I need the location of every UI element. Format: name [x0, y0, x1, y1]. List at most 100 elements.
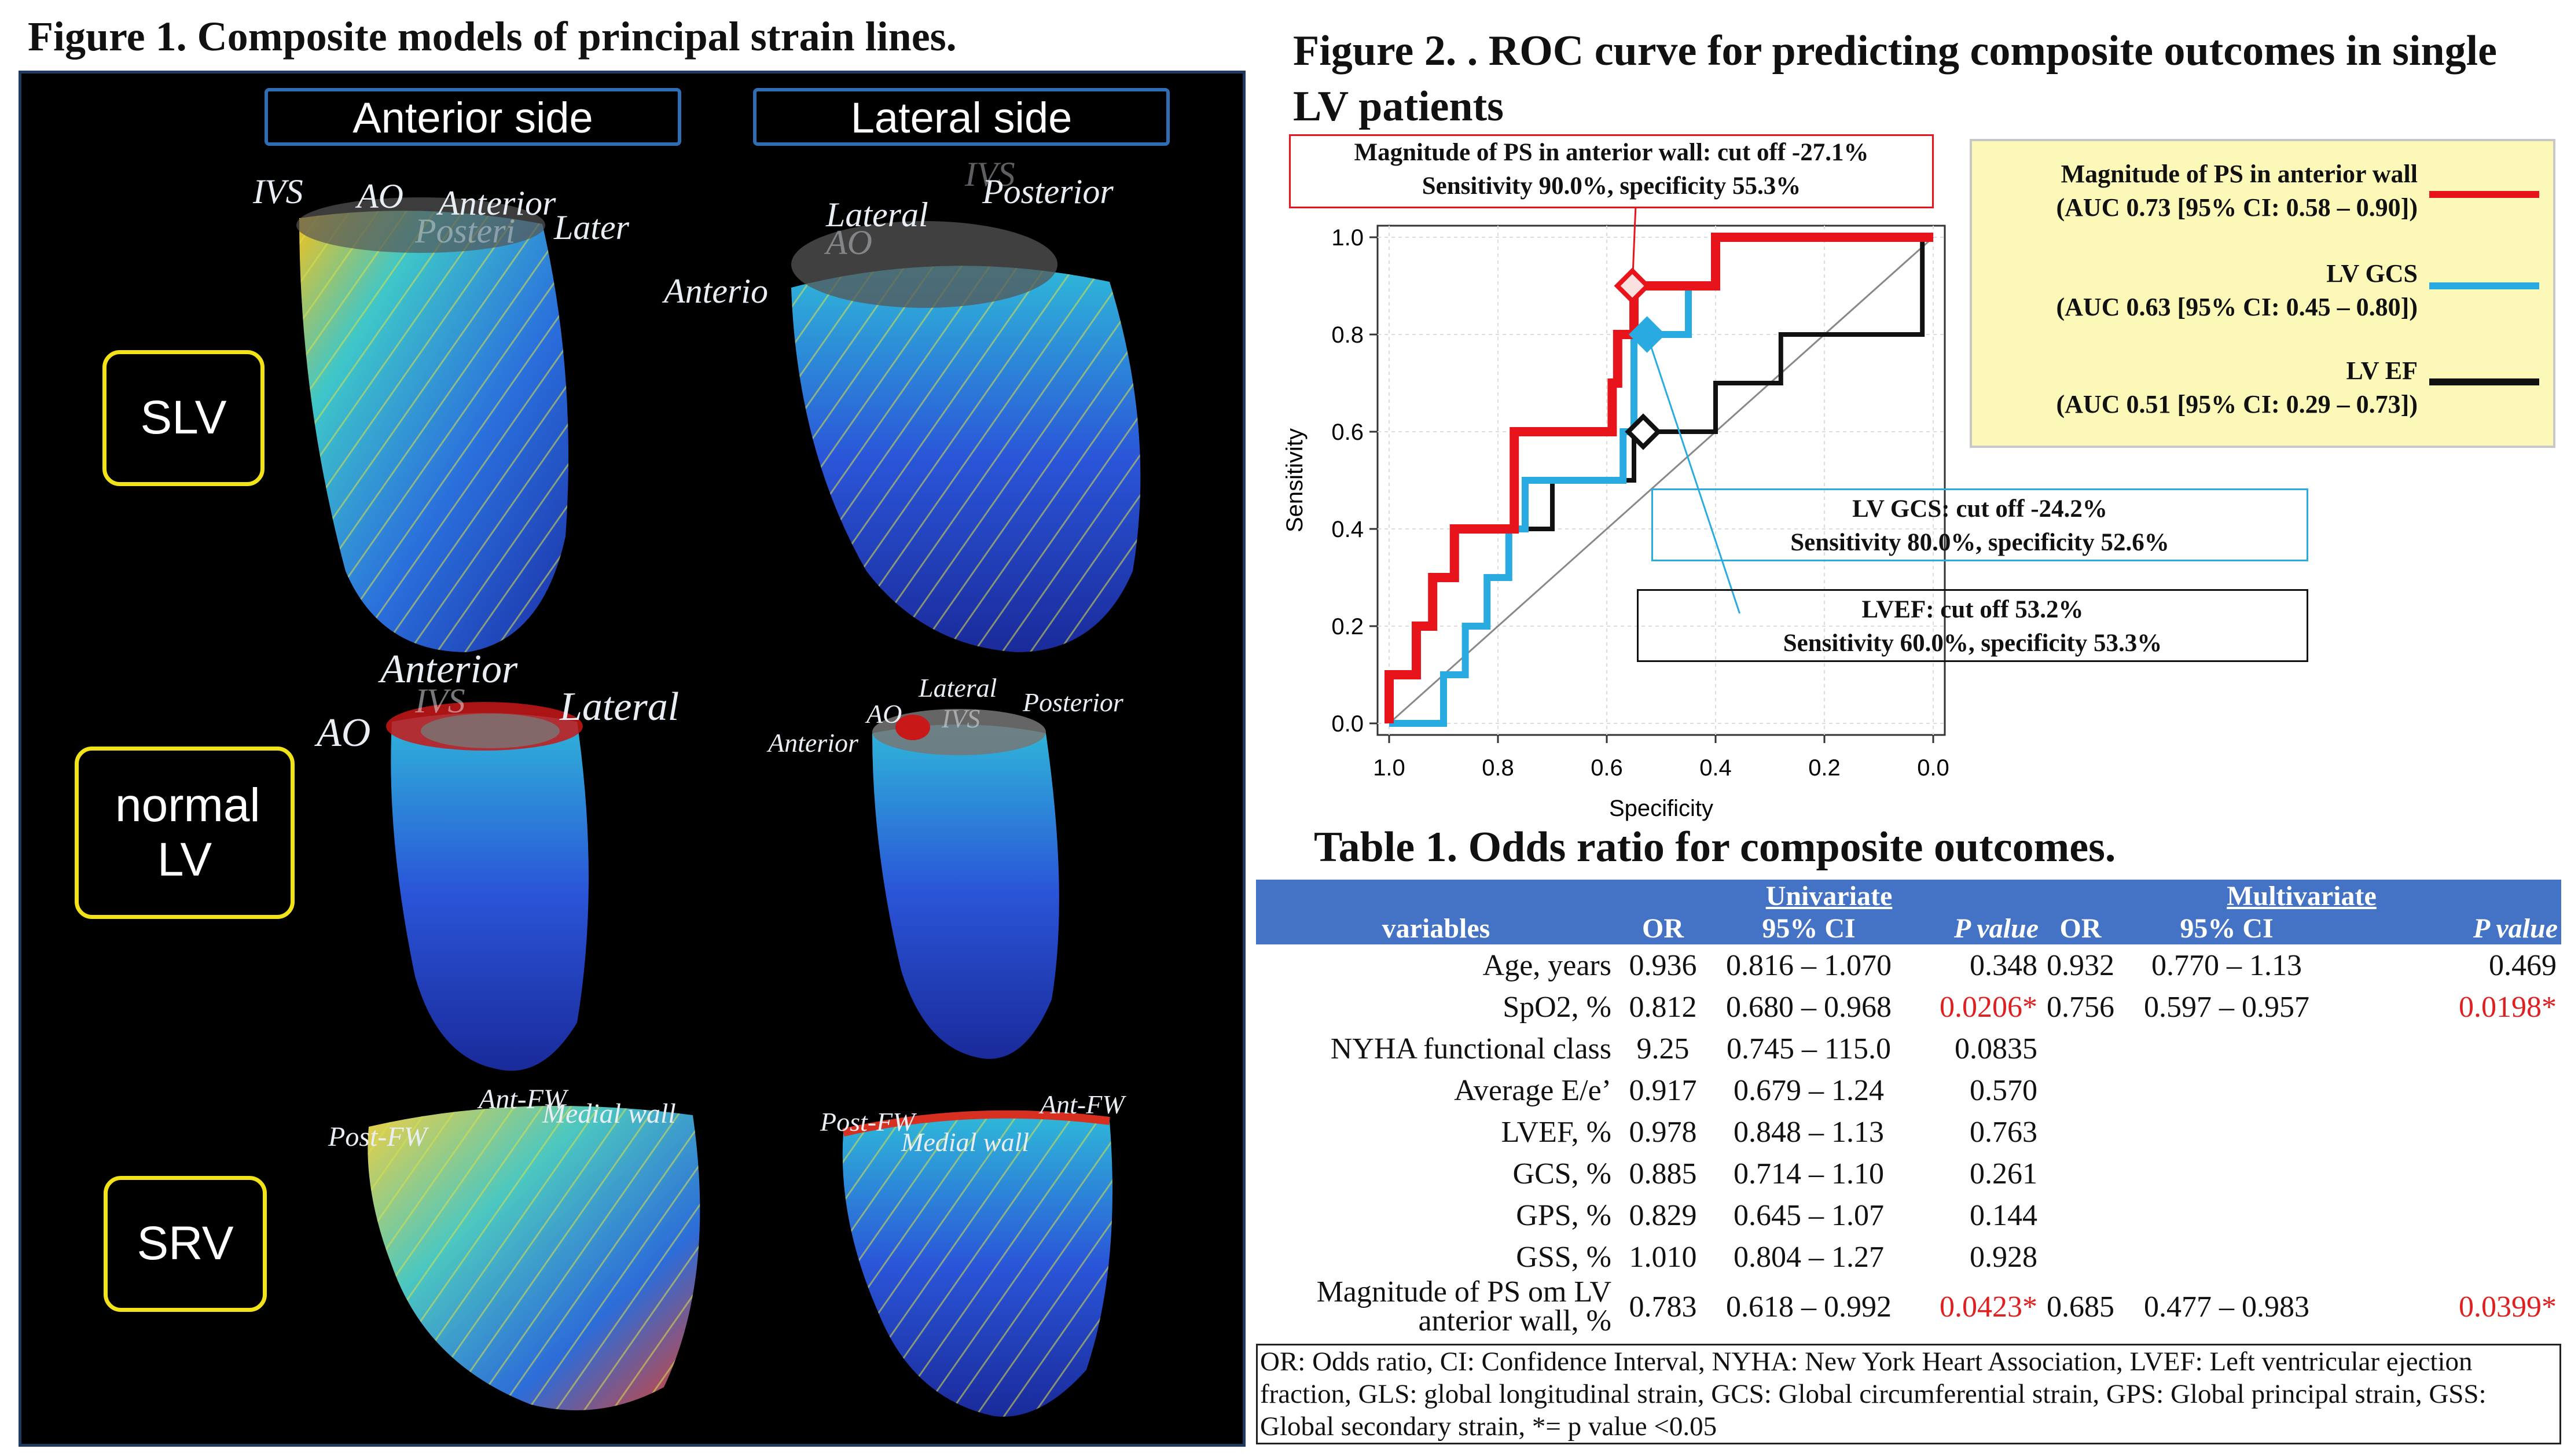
table-row: NYHA functional class 9.25 0.745 – 115.0 0.…: [1256, 1028, 2561, 1069]
table-cell-or2: [2042, 1194, 2119, 1236]
table-cell-ci2: [2119, 1194, 2334, 1236]
y-tick-label: 0.4: [1331, 517, 1364, 542]
heart-label: AO: [866, 699, 902, 729]
table-cell-p1: 0.0206*: [1940, 990, 2037, 1024]
heart-models: [296, 197, 1141, 1417]
table-row: GSS, % 1.010 0.804 – 1.27 0.928: [1256, 1236, 2561, 1278]
col-header-variables: variables: [1256, 912, 1616, 944]
table-cell-p1: 0.928: [1970, 1240, 2037, 1274]
callout-gcs-line1: LV GCS: cut off -24.2%: [1852, 495, 2107, 523]
figure2-title: Figure 2. . ROC curve for predicting com…: [1293, 27, 2498, 130]
callout-ef-line2: Sensitivity 60.0%, specificity 53.3%: [1783, 630, 2162, 657]
cutoff-marker: [1614, 267, 1651, 304]
legend-auc: (AUC 0.51 [95% CI: 0.29 – 0.73]): [2056, 390, 2418, 418]
table-row: Magnitude of PS om LV anterior wall, % 0.…: [1256, 1277, 2561, 1336]
heart-label: Lateral: [560, 685, 680, 729]
col-header-p: P value: [1908, 912, 2042, 944]
heart-label: Lateral: [919, 673, 997, 703]
heart-label: Posterior: [1023, 687, 1123, 717]
y-tick-label: 0.8: [1331, 322, 1364, 348]
table-row: GPS, % 0.829 0.645 – 1.07 0.144: [1256, 1194, 2561, 1236]
heart-label: Ant-FW: [479, 1084, 567, 1115]
lateral-side-header: Lateral side: [753, 88, 1170, 146]
table-cell-p1: 0.0423*: [1940, 1290, 2037, 1323]
heart-label: Anterior: [768, 728, 858, 758]
x-tick-label: 1.0: [1373, 755, 1405, 781]
table-cell-or1: 0.829: [1629, 1198, 1697, 1232]
legend-auc: (AUC 0.63 [95% CI: 0.45 – 0.80]): [2056, 293, 2418, 321]
table-row: SpO2, % 0.812 0.680 – 0.968 0.0206* 0.756 0.5…: [1256, 986, 2561, 1028]
table-cell-variable: GCS, %: [1512, 1157, 1611, 1190]
table-cell-p2: [2334, 1028, 2561, 1069]
heart-label: Posterior: [982, 172, 1114, 211]
table-cell-ci1: 0.816 – 1.070: [1726, 948, 1892, 982]
normal-lv-anterior-model: [386, 702, 589, 1071]
table-row: GCS, % 0.885 0.714 – 1.10 0.261: [1256, 1153, 2561, 1194]
table-cell-or2: 0.932: [2047, 948, 2114, 982]
callout-gcs: LV GCS: cut off -24.2% Sensitivity 80.0%…: [1651, 488, 2308, 561]
table-cell-or2: 0.756: [2047, 990, 2114, 1024]
table-cell-p2: [2334, 1111, 2561, 1153]
table-cell-or2: [2042, 1028, 2119, 1069]
table-cell-p2: 0.0198*: [2459, 990, 2557, 1024]
table-cell-or1: 0.783: [1629, 1290, 1697, 1323]
slv-anterior-model: [296, 197, 568, 653]
table-cell-p1: 0.763: [1970, 1115, 2037, 1149]
heart-label: Medial wall: [901, 1127, 1030, 1157]
table-cell-ci2: [2119, 1111, 2334, 1153]
table-cell-variable: Age, years: [1482, 948, 1611, 982]
legend: Magnitude of PS in anterior wall (AUC 0.…: [1970, 139, 2555, 448]
table-cell-or2: [2042, 1153, 2119, 1194]
table-cell-or1: 0.885: [1629, 1157, 1697, 1190]
table-cell-ci1: 0.679 – 1.24: [1734, 1073, 1884, 1107]
table-cell-ci2: 0.477 – 0.983: [2144, 1290, 2309, 1323]
heart-label: Anterior: [438, 184, 556, 222]
table-cell-ci2: 0.597 – 0.957: [2144, 990, 2309, 1024]
legend-auc: (AUC 0.73 [95% CI: 0.58 – 0.90]): [2056, 193, 2418, 222]
roc-chart: 1.0 0.8 0.6 0.4 0.2 0.0 0.0 0.2 0.4 0.6 0.8 1.0 Spe…: [1282, 202, 1949, 821]
heart-label: AO: [317, 711, 371, 755]
table-cell-ci1: 0.645 – 1.07: [1734, 1198, 1884, 1232]
cutoff-marker: [1625, 413, 1662, 450]
figure1-panel: Anterior side Lateral side SLV normal LV…: [19, 71, 1246, 1447]
x-tick-label: 0.8: [1482, 755, 1514, 781]
table-cell-or2: 0.685: [2047, 1290, 2114, 1323]
table-cell-p1: 0.261: [1970, 1157, 2037, 1190]
x-tick-label: 0.0: [1917, 755, 1949, 781]
table-cell-p2: 0.469: [2489, 948, 2557, 982]
table-cell-variable: GSS, %: [1516, 1240, 1611, 1274]
legend-swatch-ef: [2429, 378, 2539, 385]
table-cell-ci2: 0.770 – 1.13: [2151, 948, 2302, 982]
col-header-ci: 95% CI: [2119, 912, 2334, 944]
col-header-ci: 95% CI: [1710, 912, 1908, 944]
leader-line-gcs: [1646, 334, 1740, 614]
heart-label: Lateral: [826, 196, 928, 234]
markers-layer: [1614, 267, 1666, 450]
heart-label: IVS: [965, 155, 1015, 193]
callout-ps-line1: Magnitude of PS in anterior wall: cut of…: [1354, 139, 1869, 166]
x-tick-label: 0.6: [1591, 755, 1623, 781]
group-header-univariate: Univariate: [1616, 880, 2042, 912]
table1-title: Table 1. Odds ratio for composite outcom…: [1314, 823, 2116, 871]
row-label-srv: SRV: [104, 1176, 267, 1312]
table-cell-variable: Average E/e’: [1454, 1073, 1611, 1107]
header-spacer: [1256, 880, 1616, 912]
table-cell-or1: 0.917: [1629, 1073, 1697, 1107]
table-cell-or2: [2042, 1111, 2119, 1153]
odds-table-body: Age, years 0.936 0.816 – 1.070 0.348 0.932 0.…: [1256, 944, 2561, 1336]
table-row: Average E/e’ 0.917 0.679 – 1.24 0.570: [1256, 1069, 2561, 1111]
table-cell-variable: GPS, %: [1516, 1198, 1611, 1232]
table-cell-ci2: [2119, 1028, 2334, 1069]
table-cell-or1: 0.978: [1629, 1115, 1697, 1149]
normal-lv-lateral-model: [872, 709, 1059, 1059]
figure1-title: Figure 1. Composite models of principal …: [28, 13, 957, 60]
heart-label: Posteri: [415, 212, 516, 250]
heart-label: AO: [826, 223, 872, 262]
table-cell-ci1: 0.714 – 1.10: [1734, 1157, 1884, 1190]
odds-table: Univariate Multivariate variables OR 95%…: [1256, 880, 2561, 1336]
table-cell-ci2: [2119, 1069, 2334, 1111]
row-label-slv: SLV: [102, 350, 265, 486]
table-cell-ci2: [2119, 1236, 2334, 1278]
table-cell-p1: 0.570: [1970, 1073, 2037, 1107]
table-cell-ci2: [2119, 1153, 2334, 1194]
